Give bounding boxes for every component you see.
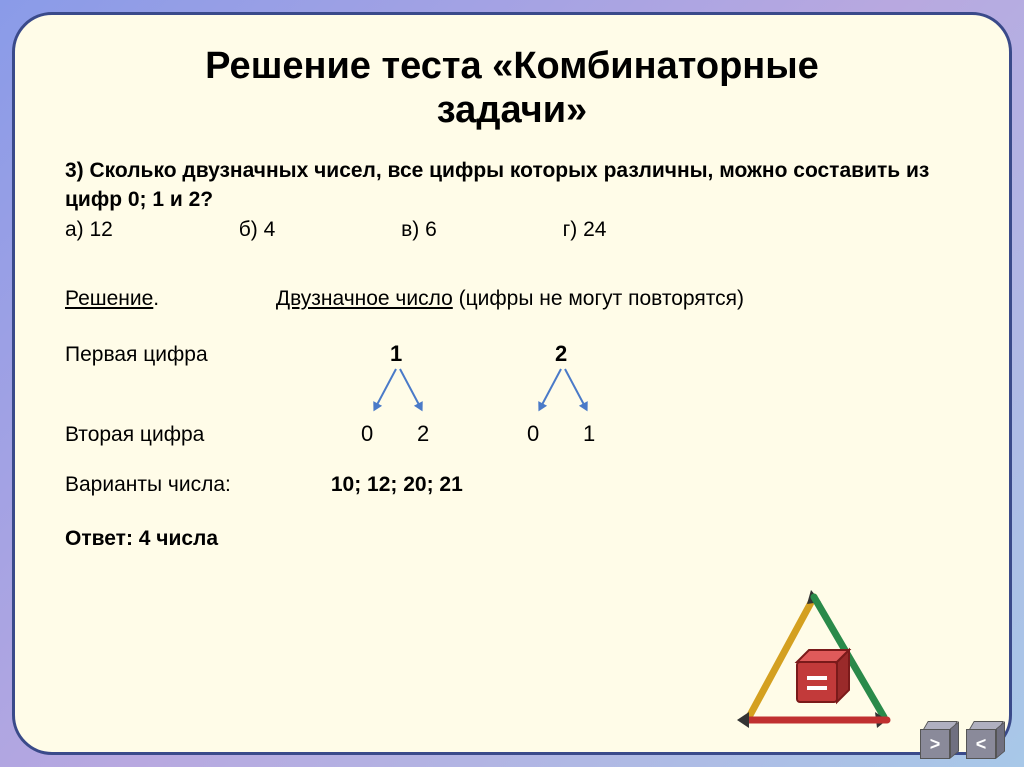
tree-leaf-2b: 1 (583, 421, 595, 447)
title-line-1: Решение теста «Комбинаторные (205, 45, 819, 87)
tree-leaf-1a: 0 (361, 421, 373, 447)
tree-leaf-1b: 2 (417, 421, 429, 447)
option-b: б) 4 (239, 218, 276, 242)
variants-row: Варианты числа: 10; 12; 20; 21 (65, 473, 959, 497)
chevron-next-icon: < (966, 729, 996, 759)
first-digit-label: Первая цифра (65, 343, 208, 367)
option-g: г) 24 (563, 218, 607, 242)
slide-title: Решение теста «Комбинаторные задачи» (65, 45, 959, 132)
arrow-icon (374, 369, 397, 411)
tree-leaf-2a: 0 (527, 421, 539, 447)
two-digit-label: Двузначное число (276, 287, 453, 310)
variants-values: 10; 12; 20; 21 (331, 473, 463, 496)
pencil-triangle-icon (729, 582, 899, 732)
tree-root-2: 2 (555, 341, 567, 367)
solution-dot: . (153, 287, 159, 310)
arrow-icon (399, 369, 422, 411)
next-button[interactable]: < (966, 721, 1004, 759)
arrow-icon (539, 369, 562, 411)
prev-button[interactable]: > (920, 721, 958, 759)
slide-card: Решение теста «Комбинаторные задачи» 3) … (12, 12, 1012, 755)
answer-options: а) 12 б) 4 в) 6 г) 24 (65, 218, 959, 242)
variants-label: Варианты числа: (65, 473, 325, 497)
option-v: в) 6 (401, 218, 437, 242)
arrow-icon (564, 369, 587, 411)
chevron-prev-icon: > (920, 729, 950, 759)
tree-diagram: Первая цифра Вторая цифра 1 2 0 2 0 1 (65, 343, 959, 463)
question-number: 3) (65, 159, 90, 182)
repeat-note: (цифры не могут повторятся) (453, 287, 744, 310)
second-digit-label: Вторая цифра (65, 423, 204, 447)
title-line-2: задачи» (437, 89, 587, 131)
solution-label: Решение (65, 287, 153, 310)
answer-text: Ответ: 4 числа (65, 527, 959, 551)
question-text: 3) Сколько двузначных чисел, все цифры к… (65, 157, 959, 214)
tree-root-1: 1 (390, 341, 402, 367)
nav-controls: > < (920, 721, 1004, 759)
solution-heading-row: Решение. Двузначное число (цифры не могу… (65, 287, 959, 311)
option-a: а) 12 (65, 218, 113, 242)
question-body: Сколько двузначных чисел, все цифры кото… (65, 159, 929, 210)
